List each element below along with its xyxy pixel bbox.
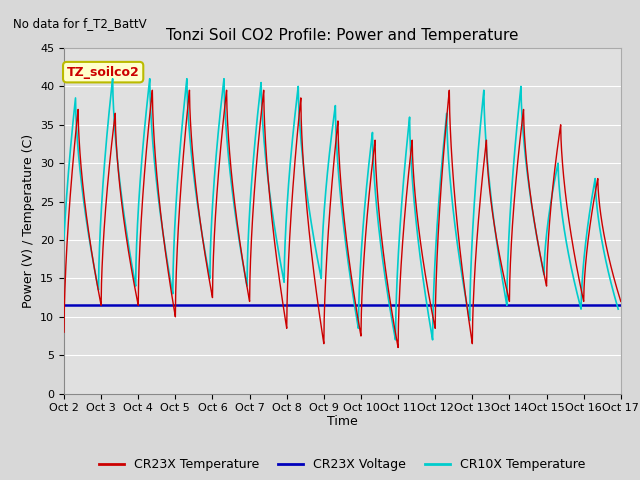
Title: Tonzi Soil CO2 Profile: Power and Temperature: Tonzi Soil CO2 Profile: Power and Temper… [166, 28, 518, 43]
Y-axis label: Power (V) / Temperature (C): Power (V) / Temperature (C) [22, 134, 35, 308]
Text: TZ_soilco2: TZ_soilco2 [67, 66, 140, 79]
Legend: CR23X Temperature, CR23X Voltage, CR10X Temperature: CR23X Temperature, CR23X Voltage, CR10X … [94, 454, 590, 477]
Text: No data for f_T2_BattV: No data for f_T2_BattV [13, 17, 147, 30]
X-axis label: Time: Time [327, 415, 358, 428]
